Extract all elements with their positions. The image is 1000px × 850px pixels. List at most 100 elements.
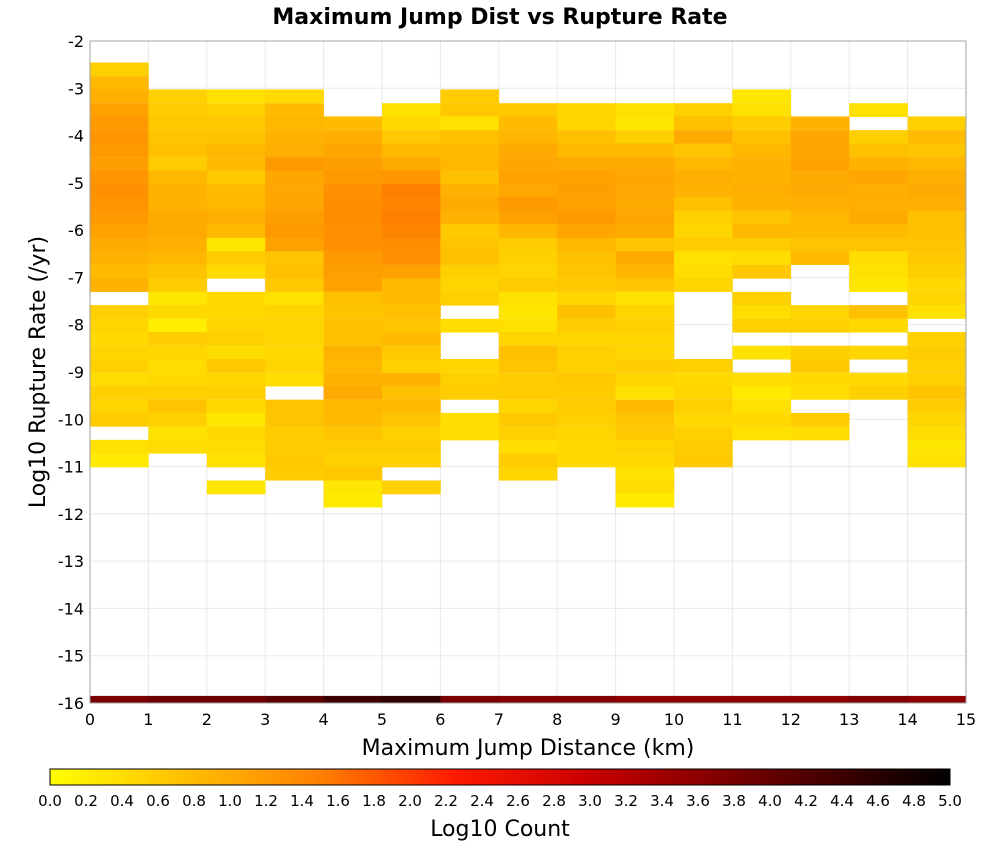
heatmap-cell bbox=[615, 143, 675, 158]
heatmap-cell bbox=[440, 103, 500, 117]
heatmap-cell bbox=[557, 116, 616, 131]
heatmap-cell bbox=[557, 358, 616, 373]
heatmap-cell bbox=[206, 224, 266, 239]
heatmap-cell bbox=[557, 345, 616, 360]
heatmap-cell bbox=[557, 318, 616, 333]
heatmap-cell bbox=[90, 116, 149, 131]
heatmap-cell bbox=[265, 345, 324, 360]
heatmap-cell bbox=[674, 184, 733, 198]
heatmap-cell bbox=[90, 237, 149, 252]
heatmap-cell bbox=[849, 345, 908, 360]
heatmap-cell bbox=[206, 143, 266, 158]
heatmap-cell bbox=[148, 426, 208, 441]
colorbar-tick-label: 3.4 bbox=[650, 792, 674, 810]
heatmap-cell bbox=[382, 291, 441, 306]
heatmap-cell bbox=[382, 197, 441, 212]
heatmap-cell bbox=[732, 224, 792, 239]
heatmap-cell bbox=[265, 453, 324, 468]
heatmap-cell bbox=[674, 399, 733, 414]
heatmap-cell bbox=[732, 157, 792, 171]
heatmap-cell bbox=[674, 237, 733, 252]
heatmap-cell bbox=[557, 453, 616, 468]
heatmap-cell bbox=[382, 224, 441, 239]
heatmap-cell bbox=[382, 184, 441, 198]
heatmap-cell bbox=[849, 130, 908, 144]
heatmap-cell bbox=[732, 372, 792, 387]
heatmap-cell bbox=[148, 264, 208, 279]
heatmap-cell bbox=[498, 197, 558, 212]
heatmap-cell bbox=[732, 251, 792, 265]
heatmap-cell bbox=[615, 116, 675, 131]
heatmap-cell bbox=[90, 439, 149, 454]
heatmap-cell bbox=[498, 116, 558, 131]
x-tick-label: 13 bbox=[839, 710, 859, 729]
heatmap-cell bbox=[849, 157, 908, 171]
colorbar-tick-label: 0.2 bbox=[74, 792, 98, 810]
plot-border bbox=[89, 40, 967, 704]
heatmap-cell bbox=[90, 372, 149, 387]
heatmap-cell bbox=[615, 237, 675, 252]
heatmap-cell bbox=[498, 251, 558, 265]
heatmap-cell bbox=[849, 184, 908, 198]
colorbar-tick-label: 0.4 bbox=[110, 792, 134, 810]
heatmap-cell bbox=[90, 184, 149, 198]
heatmap-cell bbox=[382, 385, 441, 400]
y-tick-label: -16 bbox=[58, 694, 84, 713]
heatmap-cell bbox=[498, 278, 558, 292]
heatmap-cell bbox=[498, 224, 558, 239]
bottom-row-cell bbox=[732, 695, 792, 703]
heatmap-cell bbox=[90, 453, 149, 468]
heatmap-cell bbox=[615, 170, 675, 185]
heatmap-cell bbox=[557, 224, 616, 239]
colorbar-label: Log10 Count bbox=[430, 817, 570, 842]
heatmap-cell bbox=[206, 197, 266, 212]
colorbar bbox=[49, 768, 951, 786]
heatmap-cell bbox=[440, 197, 500, 212]
heatmap-cell bbox=[498, 318, 558, 333]
heatmap-cell bbox=[557, 399, 616, 414]
heatmap-cell bbox=[265, 237, 324, 252]
heatmap-cell bbox=[382, 426, 441, 441]
x-tick-label: 12 bbox=[781, 710, 801, 729]
heatmap-cell bbox=[440, 157, 500, 171]
heatmap-cell bbox=[148, 439, 208, 454]
heatmap-cell bbox=[440, 318, 500, 333]
heatmap-cell bbox=[849, 385, 908, 400]
heatmap-cell bbox=[674, 210, 733, 225]
heatmap-cell bbox=[440, 170, 500, 185]
heatmap-cell bbox=[265, 466, 324, 481]
heatmap-cell bbox=[90, 157, 149, 171]
heatmap-cell bbox=[907, 116, 967, 131]
heatmap-cell bbox=[674, 358, 733, 373]
heatmap-cell bbox=[907, 372, 967, 387]
heatmap-cell bbox=[790, 385, 850, 400]
heatmap-cell bbox=[382, 210, 441, 225]
heatmap-cell bbox=[323, 358, 383, 373]
heatmap-cell bbox=[674, 197, 733, 212]
heatmap-cell bbox=[148, 103, 208, 117]
heatmap-cell bbox=[382, 358, 441, 373]
heatmap-cell bbox=[615, 426, 675, 441]
heatmap-cell bbox=[90, 170, 149, 185]
heatmap-cell bbox=[90, 143, 149, 158]
heatmap-cell bbox=[90, 318, 149, 333]
heatmap-cell bbox=[732, 237, 792, 252]
heatmap-cell bbox=[498, 170, 558, 185]
heatmap-cell bbox=[557, 412, 616, 427]
heatmap-cell bbox=[615, 278, 675, 292]
heatmap-cell bbox=[907, 278, 967, 292]
heatmap-cell bbox=[265, 130, 324, 144]
x-tick-label: 15 bbox=[956, 710, 976, 729]
heatmap-cell bbox=[323, 332, 383, 346]
heatmap-cell bbox=[615, 412, 675, 427]
heatmap-cell bbox=[907, 345, 967, 360]
heatmap-cell bbox=[265, 103, 324, 117]
colorbar-tick-label: 0.0 bbox=[38, 792, 62, 810]
heatmap-cell bbox=[382, 264, 441, 279]
heatmap-cell bbox=[732, 184, 792, 198]
colorbar-tick-label: 3.8 bbox=[722, 792, 746, 810]
heatmap-cell bbox=[674, 385, 733, 400]
heatmap-cell bbox=[148, 116, 208, 131]
heatmap-cell bbox=[265, 157, 324, 171]
